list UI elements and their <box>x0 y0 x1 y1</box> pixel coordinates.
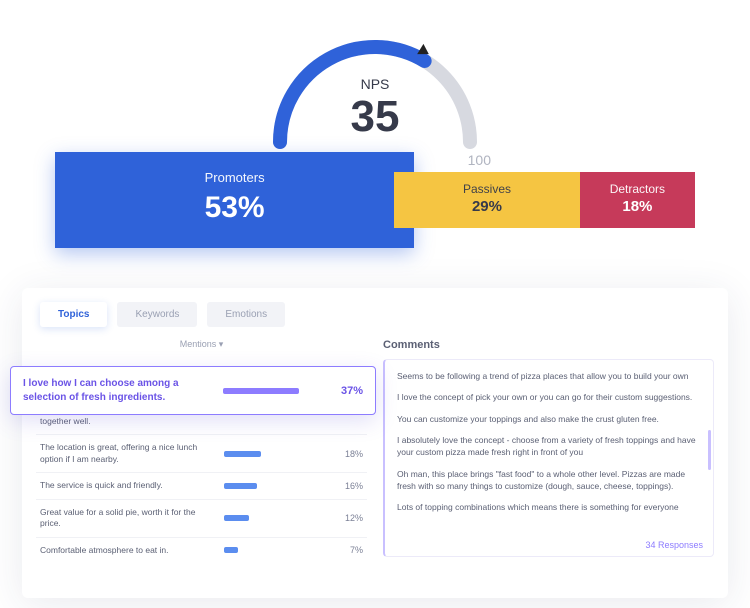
tab-emotions[interactable]: Emotions <box>207 302 285 327</box>
tabs: Topics Keywords Emotions <box>22 288 728 327</box>
tab-keywords[interactable]: Keywords <box>117 302 197 327</box>
segment-pct: 18% <box>580 198 695 215</box>
segment-promoters[interactable]: Promoters 53% <box>55 152 414 248</box>
segment-title: Passives <box>394 182 580 196</box>
topic-row[interactable]: Great value for a solid pie, worth it fo… <box>36 500 367 538</box>
comment-item: Oh man, this place brings "fast food" to… <box>397 468 701 493</box>
topic-row[interactable]: Comfortable atmosphere to eat in. 7% <box>36 538 367 563</box>
topic-text: I love how I can choose among a selectio… <box>23 377 213 404</box>
comment-item: Lots of topping combinations which means… <box>397 501 701 513</box>
topic-text: Comfortable atmosphere to eat in. <box>40 545 214 556</box>
comment-item: You can customize your toppings and also… <box>397 413 701 425</box>
segment-title: Promoters <box>55 170 414 185</box>
responses-count: 34 Responses <box>645 539 703 552</box>
topic-text: The service is quick and friendly. <box>40 480 214 491</box>
topic-pct: 18% <box>335 449 363 459</box>
topic-row[interactable]: The service is quick and friendly. 16% <box>36 473 367 499</box>
topic-bar <box>224 451 325 457</box>
topic-text: Great value for a solid pie, worth it fo… <box>40 507 214 530</box>
comments-title: Comments <box>383 337 714 359</box>
tab-topics[interactable]: Topics <box>40 302 107 327</box>
analysis-card: Topics Keywords Emotions Mentions ▾ Tast… <box>22 288 728 598</box>
gauge-label: NPS <box>235 76 515 92</box>
segment-detractors[interactable]: Detractors 18% <box>580 172 695 228</box>
topic-pct: 7% <box>335 545 363 555</box>
gauge-value: 35 <box>235 92 515 142</box>
topic-bar <box>223 388 325 394</box>
nps-segment-bar: Promoters 53% Passives 29% Detractors 18… <box>55 172 695 244</box>
segment-pct: 29% <box>394 198 580 215</box>
comments-column: Comments Seems to be following a trend o… <box>383 337 714 590</box>
scrollbar-thumb[interactable] <box>708 430 711 470</box>
segment-title: Detractors <box>580 182 695 196</box>
segment-passives[interactable]: Passives 29% <box>394 172 580 228</box>
mentions-header[interactable]: Mentions ▾ <box>36 337 367 356</box>
topic-pct: 37% <box>335 385 363 397</box>
topic-pct: 16% <box>335 481 363 491</box>
topic-text: The location is great, offering a nice l… <box>40 442 214 465</box>
comments-box[interactable]: Seems to be following a trend of pizza p… <box>383 359 714 557</box>
topic-row[interactable]: The location is great, offering a nice l… <box>36 435 367 473</box>
gauge-max-label: 100 <box>468 152 491 168</box>
topic-bar <box>224 515 325 521</box>
comment-item: I love the concept of pick your own or y… <box>397 391 701 403</box>
topic-bar <box>224 483 325 489</box>
topic-row-highlight[interactable]: I love how I can choose among a selectio… <box>10 366 376 415</box>
topic-pct: 12% <box>335 513 363 523</box>
comment-item: I absolutely love the concept - choose f… <box>397 434 701 459</box>
segment-pct: 53% <box>55 191 414 225</box>
topic-bar <box>224 547 325 553</box>
nps-gauge: NPS 35 -100 100 <box>235 12 515 172</box>
comment-item: Seems to be following a trend of pizza p… <box>397 370 701 382</box>
